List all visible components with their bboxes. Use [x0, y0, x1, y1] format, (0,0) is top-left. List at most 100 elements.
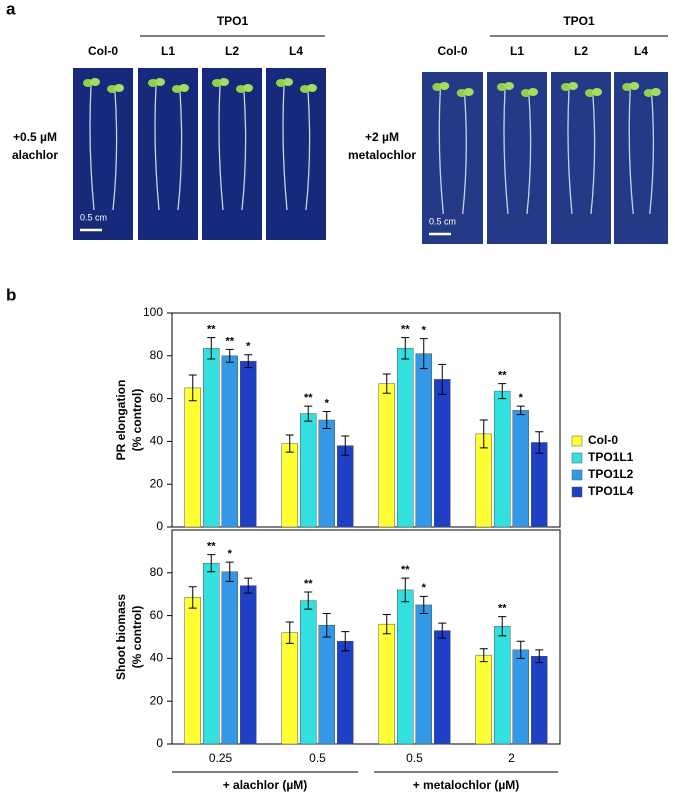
- bar: [512, 410, 529, 528]
- error-bar: [188, 586, 197, 609]
- root: [462, 95, 467, 215]
- leaf: [439, 82, 450, 90]
- bar: [378, 623, 395, 745]
- root: [526, 95, 532, 215]
- plot-frame: [171, 312, 561, 528]
- group-label: TPO1: [563, 14, 595, 28]
- error-bar: [207, 554, 216, 573]
- leaf: [179, 84, 189, 92]
- leaf: [243, 84, 253, 92]
- root: [305, 91, 311, 211]
- bar: [494, 390, 511, 528]
- photo: [266, 68, 326, 240]
- root: [590, 95, 596, 215]
- bar: [221, 355, 238, 528]
- root: [503, 89, 509, 215]
- error-bar: [535, 649, 544, 664]
- error-bar: [535, 431, 544, 454]
- error-bar: [479, 648, 488, 663]
- bar: [415, 353, 432, 528]
- panel-label: b: [6, 285, 16, 304]
- bar: [337, 445, 354, 528]
- y-tick-label: 20: [150, 693, 164, 707]
- error-bar: [285, 434, 294, 453]
- error-bar: [304, 591, 313, 610]
- root: [628, 89, 634, 215]
- y-tick-label: 0: [156, 519, 163, 533]
- bar: [494, 626, 511, 745]
- x-tick-label: 0.25: [209, 751, 233, 765]
- line-label: L2: [225, 44, 239, 58]
- bar: [184, 387, 201, 528]
- y-tick-label: 80: [150, 565, 164, 579]
- x-tick-label: 0.5: [406, 751, 423, 765]
- bar: [475, 654, 492, 745]
- bar: [415, 604, 432, 745]
- error-bar: [322, 612, 331, 638]
- error-bar: [341, 631, 350, 652]
- significance-label: **: [498, 370, 507, 382]
- leaf: [629, 82, 640, 90]
- bar: [221, 571, 238, 745]
- y-tick-label: 80: [150, 348, 164, 362]
- bar: [300, 600, 317, 745]
- error-bar: [498, 383, 507, 400]
- photo: [614, 72, 668, 244]
- bar: [434, 630, 451, 745]
- y-axis-label: PR elongation: [114, 380, 128, 461]
- bar: [378, 383, 395, 528]
- error-bar: [498, 616, 507, 637]
- y-axis-label: (% control): [130, 389, 144, 452]
- significance-label: *: [246, 341, 251, 353]
- group-label: + alachlor (µM): [223, 778, 308, 792]
- legend-label: Col-0: [588, 433, 618, 447]
- leaf: [568, 82, 578, 90]
- y-axis-label: (% control): [130, 606, 144, 669]
- bar: [240, 360, 257, 528]
- error-bar: [225, 348, 234, 363]
- bar: [318, 624, 335, 745]
- photo: [138, 68, 198, 240]
- significance-label: **: [207, 541, 216, 553]
- significance-label: **: [498, 603, 507, 615]
- y-tick-label: 40: [150, 434, 164, 448]
- bar: [203, 562, 220, 745]
- error-bar: [419, 595, 428, 614]
- photo: [487, 72, 547, 244]
- plot-frame: [171, 529, 561, 745]
- leaf: [650, 88, 661, 96]
- treatment-label: +0.5 µM: [13, 130, 57, 144]
- y-tick-label: 0: [156, 736, 163, 750]
- line-label: L1: [161, 44, 175, 58]
- x-tick-label: 2: [508, 751, 515, 765]
- error-bar: [516, 640, 525, 659]
- bar: [531, 656, 548, 745]
- line-label: L2: [574, 44, 588, 58]
- error-bar: [322, 410, 331, 430]
- leaf: [155, 78, 165, 86]
- error-bar: [188, 374, 197, 402]
- leaf: [307, 84, 317, 92]
- error-bar: [401, 577, 410, 603]
- bar: [434, 379, 451, 528]
- legend-swatch: [571, 486, 583, 498]
- leaf: [592, 88, 602, 96]
- error-bar: [285, 621, 294, 644]
- photo: [551, 72, 611, 244]
- legend-swatch: [571, 452, 583, 464]
- line-label: L1: [510, 44, 524, 58]
- photo: [422, 72, 483, 244]
- root: [241, 91, 247, 211]
- scale-bar-label: 0.5 cm: [80, 212, 107, 222]
- line-label: Col-0: [88, 44, 118, 58]
- significance-label: *: [228, 548, 233, 560]
- treatment-label: +2 µM: [365, 130, 399, 144]
- y-tick-label: 60: [150, 391, 164, 405]
- leaf: [90, 78, 100, 86]
- significance-label: *: [519, 392, 524, 404]
- bar: [203, 348, 220, 528]
- line-label: Col-0: [438, 44, 468, 58]
- root: [218, 85, 224, 211]
- bar: [531, 442, 548, 528]
